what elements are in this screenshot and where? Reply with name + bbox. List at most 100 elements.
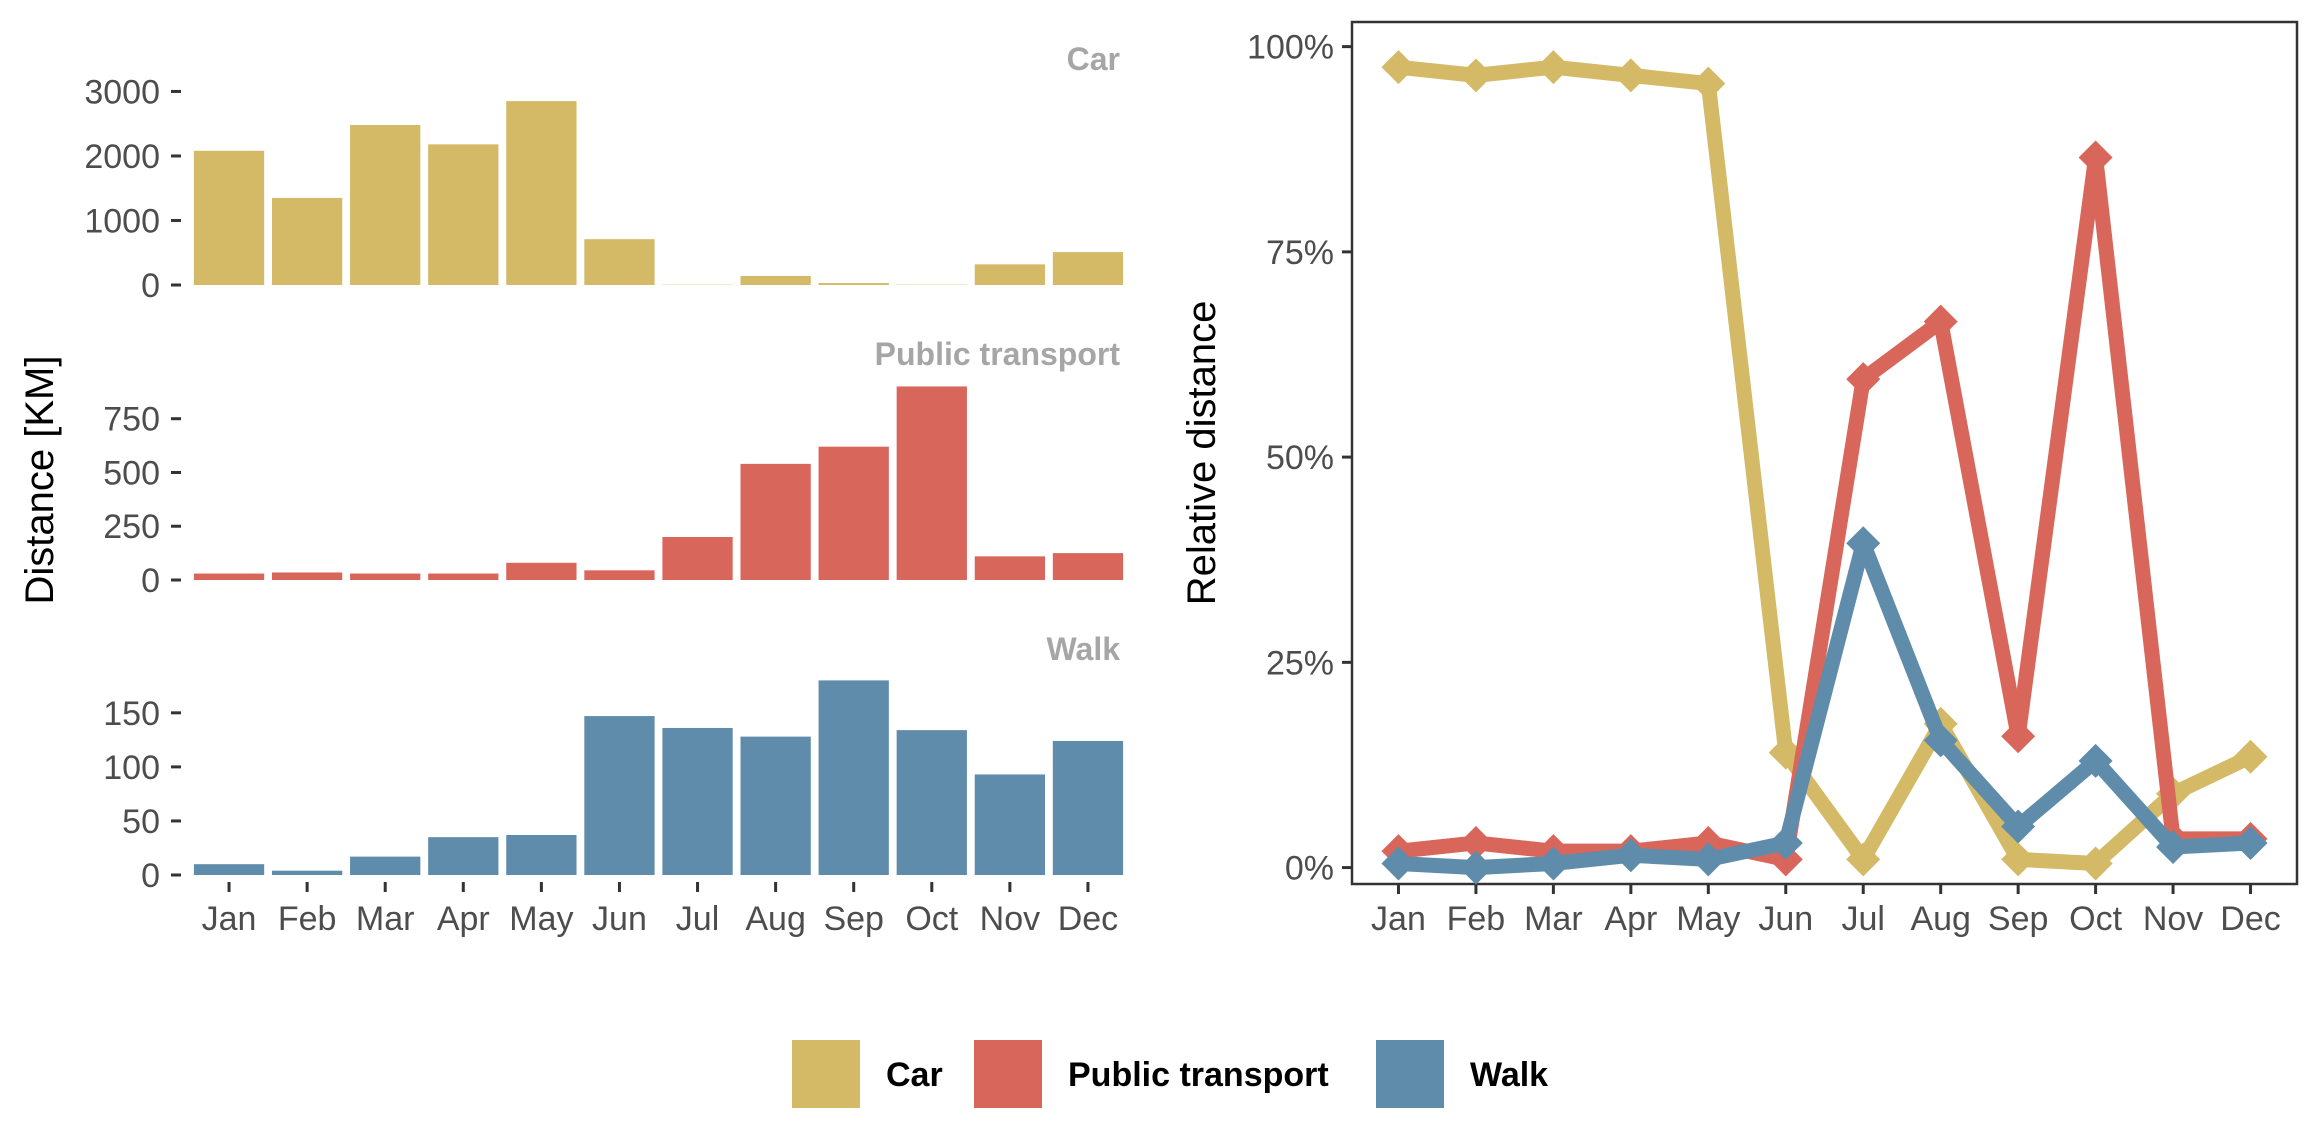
bar-public-transport-jan: [193, 573, 265, 580]
bar-walk-jan: [193, 864, 265, 875]
bar-car-nov: [974, 264, 1046, 285]
y-tick-label: 0%: [1285, 850, 1334, 888]
point-walk-dec: [2233, 825, 2268, 860]
y-tick-label: 100: [103, 749, 160, 787]
y-tick-label: 750: [103, 401, 160, 439]
legend-label: Walk: [1470, 1056, 1548, 1094]
legend-item-walk: Walk: [1376, 1040, 1548, 1108]
bar-walk-nov: [974, 774, 1046, 875]
bar-panel-public-transport: Public transport 0 250 500 750: [103, 336, 1124, 600]
y-tick-label: 0: [141, 562, 160, 600]
x-tick-label: Oct: [905, 900, 958, 938]
x-tick-label: Jul: [676, 900, 719, 938]
x-tick-label: Aug: [1910, 900, 1971, 938]
bar-walk-apr: [428, 837, 499, 875]
legend-swatch: [792, 1040, 860, 1108]
bar-panel-car: Car 0 1000 2000 3000: [84, 41, 1124, 305]
point-car-jan: [1381, 50, 1416, 85]
point-car-feb: [1458, 58, 1493, 93]
point-public-transport-aug: [1923, 304, 1958, 339]
x-tick-label: Jun: [592, 900, 647, 938]
x-tick-label: Sep: [823, 900, 884, 938]
bar-public-transport-aug: [740, 463, 811, 580]
point-walk-nov: [2156, 830, 2191, 865]
bar-car-dec: [1052, 252, 1124, 285]
y-tick-label: 3000: [84, 73, 160, 111]
point-car-oct: [2078, 846, 2113, 881]
bar-public-transport-oct: [896, 386, 967, 580]
legend-swatch: [974, 1040, 1042, 1108]
y-axis-title: Distance [KM]: [18, 356, 62, 605]
legend-label: Car: [886, 1056, 943, 1094]
x-tick-label: Apr: [1604, 900, 1657, 938]
x-tick-label: Nov: [2143, 900, 2203, 938]
y-tick-label: 0: [141, 267, 160, 305]
bar-car-jan: [193, 150, 265, 285]
point-walk-mar: [1536, 846, 1571, 881]
bar-car-feb: [271, 197, 343, 285]
y-tick-label: 500: [103, 454, 160, 492]
point-walk-feb: [1458, 850, 1493, 885]
point-walk-jul: [1846, 526, 1881, 561]
legend: Car Public transport Walk: [792, 1040, 1548, 1108]
series-line-car: [1390, 59, 2259, 871]
point-walk-jan: [1381, 846, 1416, 881]
x-tick-label: Feb: [278, 900, 337, 938]
x-tick-label: Oct: [2069, 900, 2122, 938]
bar-public-transport-may: [506, 562, 577, 580]
point-public-transport-oct: [2078, 140, 2113, 175]
bar-public-transport-dec: [1052, 553, 1124, 580]
y-tick-label: 2000: [84, 138, 160, 176]
y-tick-label: 0: [141, 857, 160, 895]
bar-walk-may: [506, 835, 577, 875]
series-walk: [1381, 526, 2268, 885]
facet-title: Public transport: [875, 336, 1121, 372]
x-tick-label: Nov: [980, 900, 1040, 938]
x-tick-label: Apr: [437, 900, 490, 938]
y-tick-label: 75%: [1266, 234, 1334, 272]
bar-public-transport-nov: [974, 556, 1046, 580]
x-tick-label: Mar: [356, 900, 415, 938]
point-car-apr: [1613, 58, 1648, 93]
facet-title: Walk: [1047, 631, 1121, 667]
legend-item-public-transport: Public transport: [974, 1040, 1329, 1108]
bar-walk-oct: [896, 730, 967, 875]
point-car-jul: [1846, 842, 1881, 877]
x-tick-label: Jan: [1371, 900, 1426, 938]
y-tick-label: 50: [122, 803, 160, 841]
bar-car-aug: [740, 275, 811, 285]
bar-car-jun: [584, 239, 655, 285]
point-car-sep: [2001, 842, 2036, 877]
series-public-transport: [1381, 140, 2268, 877]
bar-walk-jul: [662, 727, 733, 875]
facet-title: Car: [1067, 41, 1120, 77]
relative-distance-line-chart: 0% 25% 50% 75% 100% Jan Feb Mar Apr May Jun Jul Aug S…: [1180, 20, 2299, 938]
bar-public-transport-jul: [662, 536, 733, 580]
bar-car-mar: [350, 125, 421, 285]
y-tick-label: 1000: [84, 202, 160, 240]
bar-public-transport-jun: [584, 570, 655, 580]
bar-car-sep: [818, 283, 889, 285]
bar-walk-dec: [1052, 740, 1124, 875]
bar-walk-feb: [271, 870, 343, 875]
series-car: [1381, 50, 2268, 881]
point-car-may: [1691, 66, 1726, 101]
y-tick-label: 250: [103, 508, 160, 546]
point-car-dec: [2233, 739, 2268, 774]
point-walk-sep: [2001, 809, 2036, 844]
x-tick-label: Dec: [2220, 900, 2280, 938]
point-public-transport-sep: [2001, 719, 2036, 754]
bar-panel-walk: Walk 0 50 100 150: [103, 631, 1124, 895]
y-tick-label: 100%: [1247, 29, 1334, 67]
y-axis-title: Relative distance: [1180, 301, 1224, 606]
series-line-public-transport: [1390, 149, 2259, 867]
x-tick-label: Mar: [1524, 900, 1583, 938]
y-tick-label: 50%: [1266, 439, 1334, 477]
bar-public-transport-feb: [271, 572, 343, 580]
point-public-transport-jul: [1846, 362, 1881, 397]
x-tick-label: Feb: [1447, 900, 1506, 938]
bar-walk-mar: [350, 856, 421, 875]
x-tick-label: Aug: [745, 900, 806, 938]
